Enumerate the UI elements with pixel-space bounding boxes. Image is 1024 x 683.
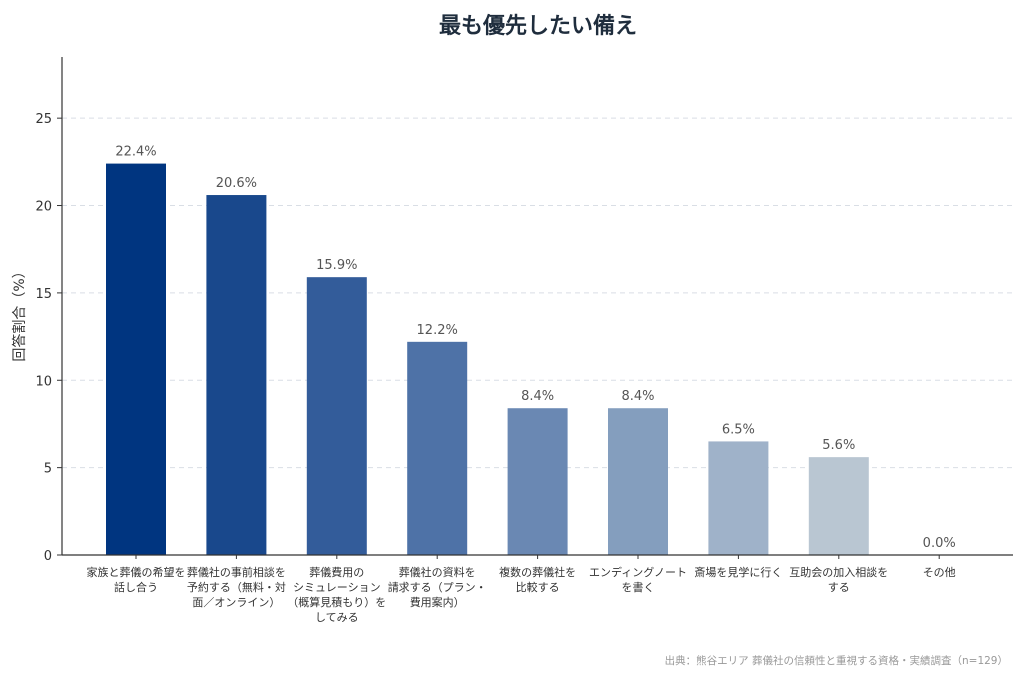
bar: [608, 408, 668, 555]
x-tick-label: その他: [923, 566, 956, 579]
bar: [808, 457, 869, 555]
x-tick-label: 費用案内）: [410, 595, 465, 609]
y-tick-label: 5: [44, 462, 52, 477]
x-tick-label: 話し合う: [114, 580, 158, 594]
x-tick-label: シミュレーション: [293, 581, 381, 594]
y-axis-label: 回答割合（%）: [11, 264, 28, 361]
source-note: 出典：熊谷エリア 葬儀社の信頼性と重視する資格・実績調査（n=129）: [665, 654, 1008, 667]
x-tick-label: を書く: [622, 580, 655, 594]
chart-title: 最も優先したい備え: [439, 13, 637, 39]
data-label: 22.4%: [115, 145, 156, 160]
data-label: 8.4%: [521, 389, 554, 404]
x-tick-label: 葬儀費用の: [309, 565, 364, 579]
y-axis-ticks: 0 5 10 15 20 25: [35, 112, 62, 564]
x-tick-label: 予約する（無料・対: [187, 580, 286, 594]
x-tick-label: 葬儀社の資料を: [399, 565, 476, 579]
x-tick-label: 家族と葬儀の希望を: [87, 565, 186, 579]
bar: [708, 441, 769, 555]
y-tick-label: 15: [35, 287, 52, 302]
bar: [507, 408, 568, 555]
y-tick-label: 10: [35, 374, 52, 389]
x-tick-label: 葬儀社の事前相談を: [187, 565, 286, 579]
x-tick-label: 面／オンライン）: [192, 596, 280, 609]
x-tick-label: 斎場を見学に行く: [694, 565, 782, 579]
data-label: 12.2%: [417, 323, 458, 338]
x-tick-label: 比較する: [516, 580, 560, 594]
x-tick-label: エンディングノート: [589, 565, 687, 579]
y-tick-label: 20: [35, 200, 52, 215]
x-tick-label: 互助会の加入相談を: [789, 565, 888, 579]
data-label: 20.6%: [216, 176, 257, 191]
x-tick-label: してみる: [315, 611, 359, 624]
data-labels: 22.4% 20.6% 15.9% 12.2% 8.4% 8.4% 6.5% 5.6% 0.0%: [115, 145, 955, 551]
x-tick-label: する: [828, 581, 850, 594]
x-tick-label: （概算見積もり）を: [287, 595, 386, 609]
data-label: 15.9%: [316, 258, 357, 273]
bar: [106, 163, 166, 555]
data-label: 8.4%: [621, 389, 654, 404]
data-label: 5.6%: [822, 438, 855, 453]
y-tick-label: 25: [35, 112, 52, 127]
y-tick-label: 0: [44, 549, 52, 564]
data-label: 6.5%: [722, 422, 755, 437]
data-label: 0.0%: [923, 536, 956, 551]
bar: [306, 277, 367, 555]
x-tick-label: 請求する（プラン・: [388, 580, 487, 594]
bars: [106, 163, 869, 555]
x-tick-label: 複数の葬儀社を: [499, 565, 576, 579]
bar: [206, 195, 267, 555]
bar: [407, 341, 468, 555]
